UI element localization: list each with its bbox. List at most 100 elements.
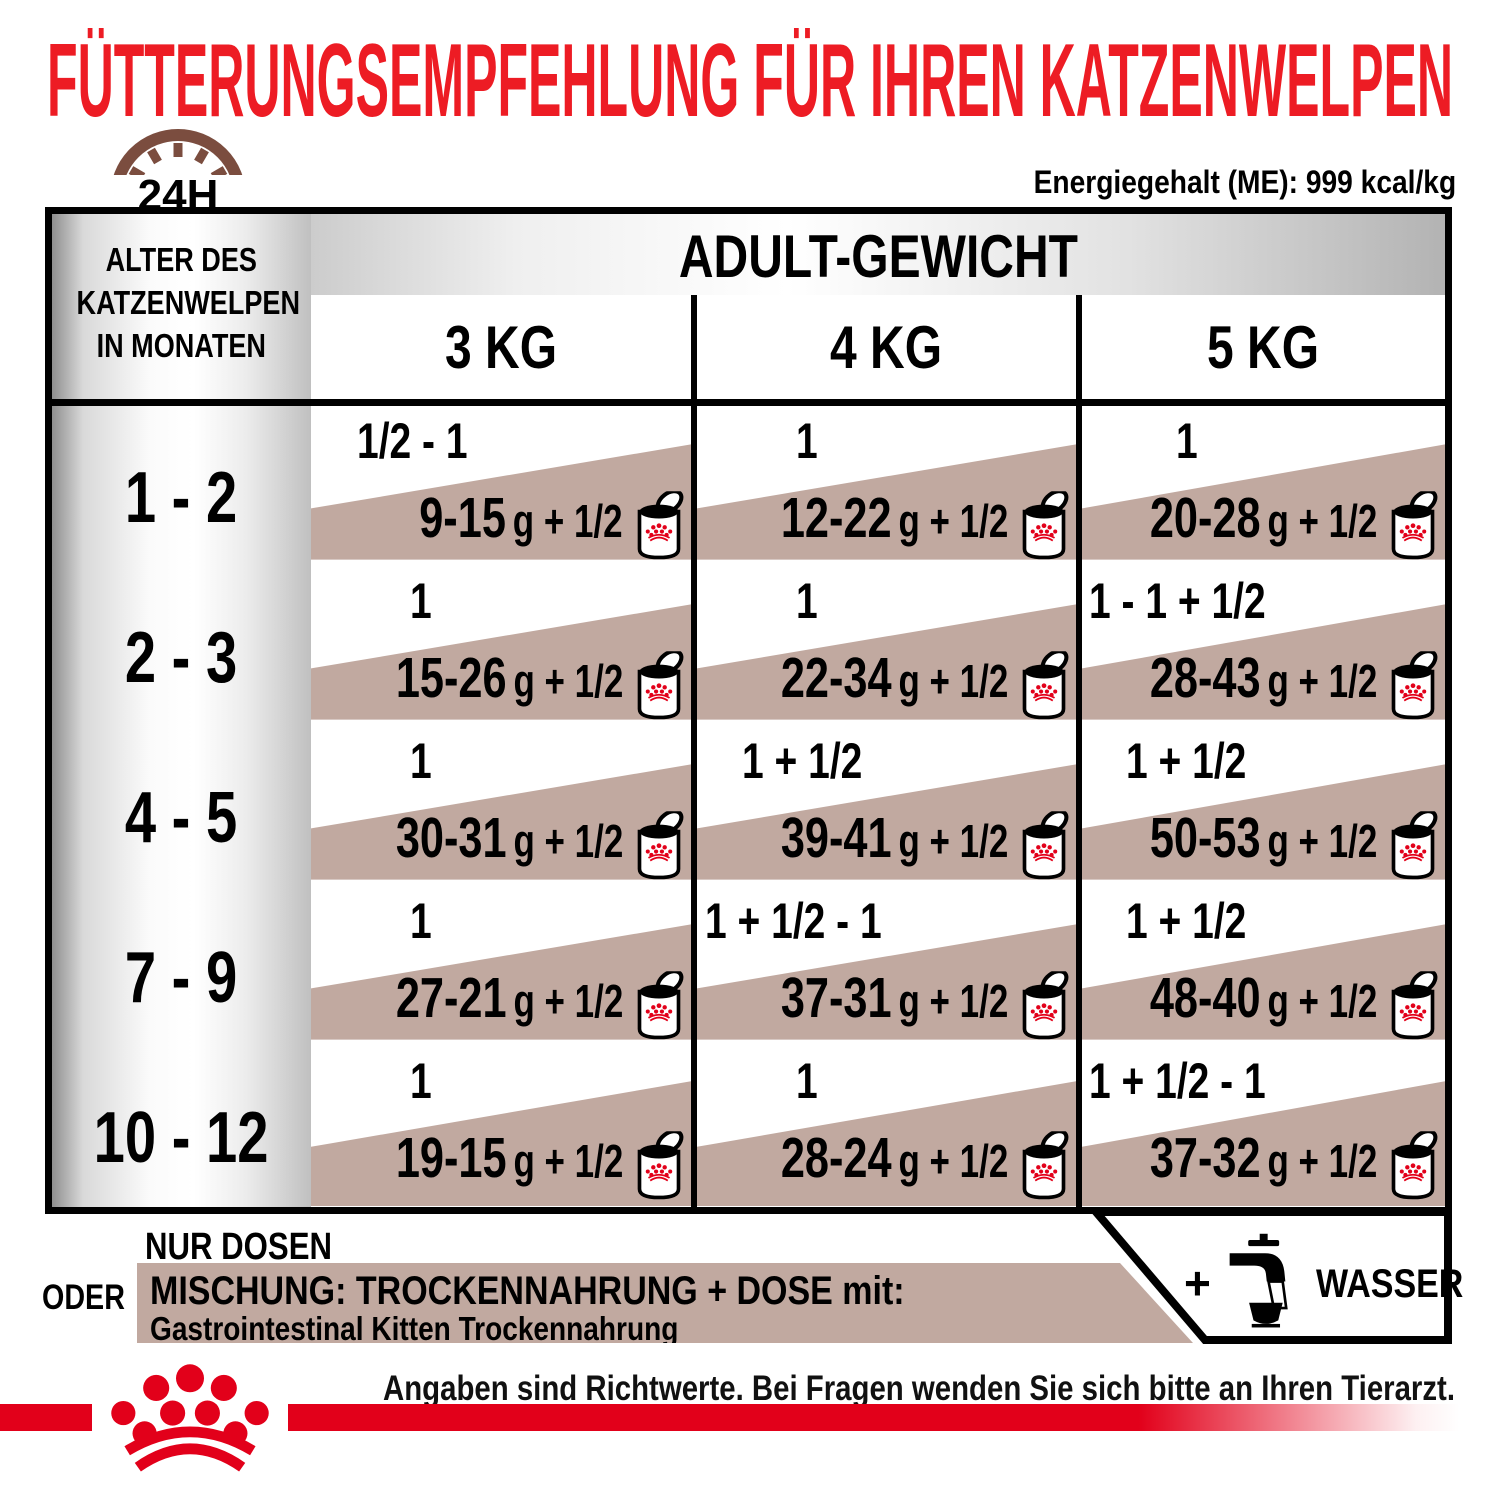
mix-value: 22-34 g + 1/2 [697, 642, 1076, 726]
water-tap-icon [1229, 1233, 1288, 1328]
header-divider-line [52, 399, 1445, 406]
mix-value: 30-31 g + 1/2 [311, 802, 691, 886]
weight-column-header: 5 KG [1207, 313, 1320, 381]
cans-only-value: 1 [1176, 413, 1198, 469]
food-can-icon [1018, 1129, 1070, 1205]
mix-grams: 48-40 [1149, 966, 1261, 1030]
cans-only-value: 1 [796, 413, 818, 469]
mix-suffix: g + 1/2 [898, 495, 1008, 547]
header-band [311, 214, 1445, 295]
mix-grams: 37-31 [780, 966, 892, 1030]
mix-value: 9-15 g + 1/2 [311, 482, 691, 566]
mix-suffix: g + 1/2 [898, 815, 1008, 867]
age-range-label: 10 - 12 [94, 1098, 269, 1178]
mix-value: 28-43 g + 1/2 [1082, 642, 1445, 726]
or-label: ODER [42, 1278, 125, 1317]
cans-only-value: 1 + 1/2 [742, 733, 863, 789]
age-range-label: 2 - 3 [125, 618, 238, 698]
mix-value: 39-41 g + 1/2 [697, 802, 1076, 886]
mix-suffix: g + 1/2 [513, 655, 623, 707]
water-label: WASSER [1316, 1262, 1464, 1306]
mix-grams: 22-34 [780, 646, 892, 710]
mix-title: MISCHUNG: TROCKENNAHRUNG + DOSE mit: [150, 1269, 905, 1313]
royal-canin-crown-logo [92, 1348, 288, 1482]
food-can-icon [1018, 969, 1070, 1045]
weight-column-header: 3 KG [444, 313, 558, 381]
mix-grams: 27-21 [395, 966, 507, 1030]
mix-grams: 50-53 [1149, 806, 1261, 870]
mix-suffix: g + 1/2 [1267, 495, 1377, 547]
cans-only-value: 1 + 1/2 - 1 [1089, 1053, 1266, 1109]
page-title: FÜTTERUNGSEMPFEHLUNG FÜR IHREN KATZENWEL… [47, 28, 1453, 139]
mix-value: 19-15 g + 1/2 [311, 1122, 691, 1206]
food-can-icon [633, 649, 685, 725]
svg-text:FÜTTERUNGSEMPFEHLUNG FÜR IHREN: FÜTTERUNGSEMPFEHLUNG FÜR IHREN KATZENWEL… [47, 28, 1453, 139]
cans-only-value: 1 - 1 + 1/2 [1089, 573, 1266, 629]
cans-only-value: 1/2 - 1 [357, 413, 468, 469]
mix-value: 37-31 g + 1/2 [697, 962, 1076, 1046]
table-row: 7 - 9 1 27-21 g + 1/2 1 + 1/2 - 1 37-31 g + 1/… [52, 886, 1445, 1046]
adult-weight-header: ADULT-GEWICHT [678, 223, 1078, 290]
mix-suffix: g + 1/2 [1267, 655, 1377, 707]
table-row: 10 - 12 1 19-15 g + 1/2 1 28-24 g + 1/2 1 + 1/2… [52, 1046, 1445, 1206]
table-row: 2 - 3 1 15-26 g + 1/2 1 22-34 g + 1/2 1 - 1 + 1… [52, 566, 1445, 726]
cans-only-value: 1 [796, 1053, 818, 1109]
feeding-table: ADULT-GEWICHT ALTER DES KATZENWELPEN IN … [45, 207, 1452, 1214]
mix-grams: 28-43 [1149, 646, 1261, 710]
svg-text:Angaben sind Richtwerte. Bei F: Angaben sind Richtwerte. Bei Fragen wend… [383, 1369, 1455, 1408]
mix-grams: 20-28 [1149, 486, 1261, 550]
mix-grams: 39-41 [780, 806, 892, 870]
mix-suffix: g + 1/2 [1267, 975, 1377, 1027]
mix-value: 27-21 g + 1/2 [311, 962, 691, 1046]
cans-only-value: 1 [410, 733, 432, 789]
mix-suffix: g + 1/2 [1267, 1135, 1377, 1187]
table-row: 1 - 2 1/2 - 1 9-15 g + 1/2 1 12-22 g + 1/2 1 20-… [52, 406, 1445, 566]
mix-value: 15-26 g + 1/2 [311, 642, 691, 726]
mix-grams: 30-31 [395, 806, 507, 870]
food-can-icon [633, 969, 685, 1045]
mix-suffix: g + 1/2 [898, 1135, 1008, 1187]
mix-grams: 9-15 [419, 486, 507, 550]
age-column-background [52, 214, 311, 1207]
mix-grams: 37-32 [1149, 1126, 1261, 1190]
column-divider [1076, 295, 1082, 1207]
mix-value: 37-32 g + 1/2 [1082, 1122, 1445, 1206]
mix-suffix: g + 1/2 [513, 495, 623, 547]
age-range-label: 7 - 9 [125, 938, 238, 1018]
food-can-icon [633, 809, 685, 885]
energy-content: Energiegehalt (ME): 999 kcal/kg [1033, 164, 1456, 200]
food-can-icon [1018, 809, 1070, 885]
food-can-icon [1387, 969, 1439, 1045]
mix-legend-box: MISCHUNG: TROCKENNAHRUNG + DOSE mit: Gas… [137, 1263, 1193, 1343]
mix-grams: 15-26 [395, 646, 507, 710]
age-range-label: 4 - 5 [125, 778, 238, 858]
food-can-icon [1387, 1129, 1439, 1205]
mix-suffix: g + 1/2 [513, 1135, 623, 1187]
mix-grams: 19-15 [395, 1126, 507, 1190]
food-can-icon [1387, 649, 1439, 725]
mix-product: Gastrointestinal Kitten Trockennahrung [150, 1310, 679, 1347]
cans-only-label: NUR DOSEN [145, 1226, 332, 1268]
age-range-label: 1 - 2 [125, 458, 238, 538]
food-can-icon [1018, 489, 1070, 565]
mix-value: 28-24 g + 1/2 [697, 1122, 1076, 1206]
cans-only-value: 1 [796, 573, 818, 629]
mix-value: 50-53 g + 1/2 [1082, 802, 1445, 886]
food-can-icon [1387, 809, 1439, 885]
cans-only-value: 1 + 1/2 - 1 [705, 893, 882, 949]
mix-value: 20-28 g + 1/2 [1082, 482, 1445, 566]
table-row: 4 - 5 1 30-31 g + 1/2 1 + 1/2 39-41 g + 1/2 1 +… [52, 726, 1445, 886]
mix-suffix: g + 1/2 [513, 815, 623, 867]
cans-only-value: 1 + 1/2 [1126, 733, 1247, 789]
mix-value: 12-22 g + 1/2 [697, 482, 1076, 566]
food-can-icon [633, 489, 685, 565]
plus-sign: + [1184, 1257, 1211, 1309]
food-can-icon [633, 1129, 685, 1205]
cans-only-value: 1 [410, 1053, 432, 1109]
mix-suffix: g + 1/2 [513, 975, 623, 1027]
mix-suffix: g + 1/2 [1267, 815, 1377, 867]
mix-suffix: g + 1/2 [898, 655, 1008, 707]
food-can-icon [1018, 649, 1070, 725]
mix-grams: 28-24 [780, 1126, 892, 1190]
